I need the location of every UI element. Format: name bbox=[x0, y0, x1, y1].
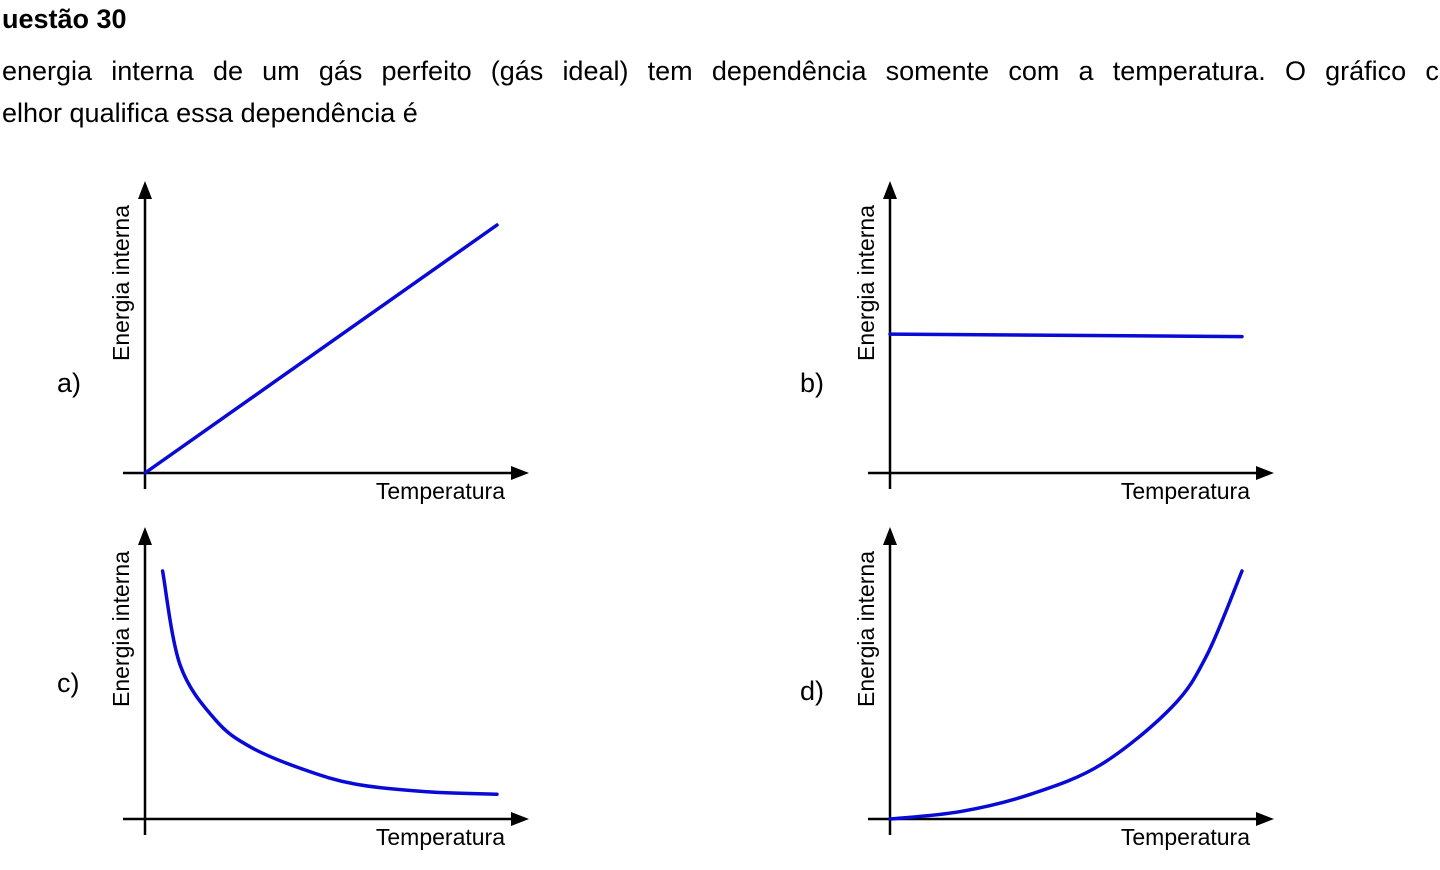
stem-word: interna bbox=[111, 56, 194, 86]
question-stem-line-1: energia interna de um gás perfeito (gás … bbox=[2, 50, 1439, 92]
stem-word: perfeito bbox=[381, 56, 472, 86]
x-axis-arrow-icon bbox=[1256, 466, 1274, 480]
stem-word: (gás bbox=[490, 56, 544, 86]
stem-word: somente bbox=[885, 56, 990, 86]
option-a-curve bbox=[143, 223, 499, 475]
stem-word: com bbox=[1008, 56, 1060, 86]
question-stem-line-2: elhor qualifica essa dependência é bbox=[2, 98, 418, 128]
stem-word: gráfico bbox=[1325, 56, 1407, 86]
option-c-graph: c) Temperatura Energia interna bbox=[57, 527, 529, 850]
y-axis-label: Energia interna bbox=[853, 551, 879, 707]
stem-word: de bbox=[212, 56, 243, 86]
stem-word: energia bbox=[2, 56, 93, 86]
question-title: uestão 30 bbox=[2, 4, 127, 34]
x-axis-arrow-icon bbox=[511, 812, 529, 826]
option-d-curve bbox=[888, 569, 1244, 821]
option-b-curve bbox=[888, 332, 1244, 339]
stem-word: gás bbox=[318, 56, 363, 86]
x-axis-arrow-icon bbox=[511, 466, 529, 480]
y-axis-label: Energia interna bbox=[108, 205, 134, 361]
x-axis-arrow-icon bbox=[1256, 812, 1274, 826]
option-b-label: b) bbox=[800, 368, 824, 398]
stem-word: dependência bbox=[711, 56, 867, 86]
stem-word: a bbox=[1078, 56, 1094, 86]
option-d-graph: d) Temperatura Energia interna bbox=[800, 527, 1274, 850]
stem-word: tem bbox=[647, 56, 693, 86]
y-axis-arrow-icon bbox=[138, 181, 152, 199]
x-axis-label: Temperatura bbox=[376, 824, 505, 850]
y-axis-arrow-icon bbox=[138, 527, 152, 545]
stem-word: ideal) bbox=[562, 56, 629, 86]
option-a-graph: a) Temperatura Energia interna bbox=[57, 181, 529, 504]
y-axis-label: Energia interna bbox=[853, 205, 879, 361]
stem-word: c bbox=[1425, 56, 1439, 86]
y-axis-label: Energia interna bbox=[108, 551, 134, 707]
option-c-curve bbox=[160, 569, 499, 796]
stem-word: temperatura. bbox=[1112, 56, 1266, 86]
y-axis-arrow-icon bbox=[883, 527, 897, 545]
x-axis-label: Temperatura bbox=[376, 478, 505, 504]
option-a-label: a) bbox=[57, 368, 81, 398]
option-d-label: d) bbox=[800, 676, 824, 706]
y-axis-arrow-icon bbox=[883, 181, 897, 199]
option-c-label: c) bbox=[57, 668, 80, 698]
option-b-graph: b) Temperatura Energia interna bbox=[800, 181, 1274, 504]
stem-word: O bbox=[1284, 56, 1306, 86]
x-axis-label: Temperatura bbox=[1121, 824, 1250, 850]
question-stem-text: energia interna de um gás perfeito (gás … bbox=[2, 56, 1439, 86]
x-axis-label: Temperatura bbox=[1121, 478, 1250, 504]
stem-word: um bbox=[262, 56, 300, 86]
